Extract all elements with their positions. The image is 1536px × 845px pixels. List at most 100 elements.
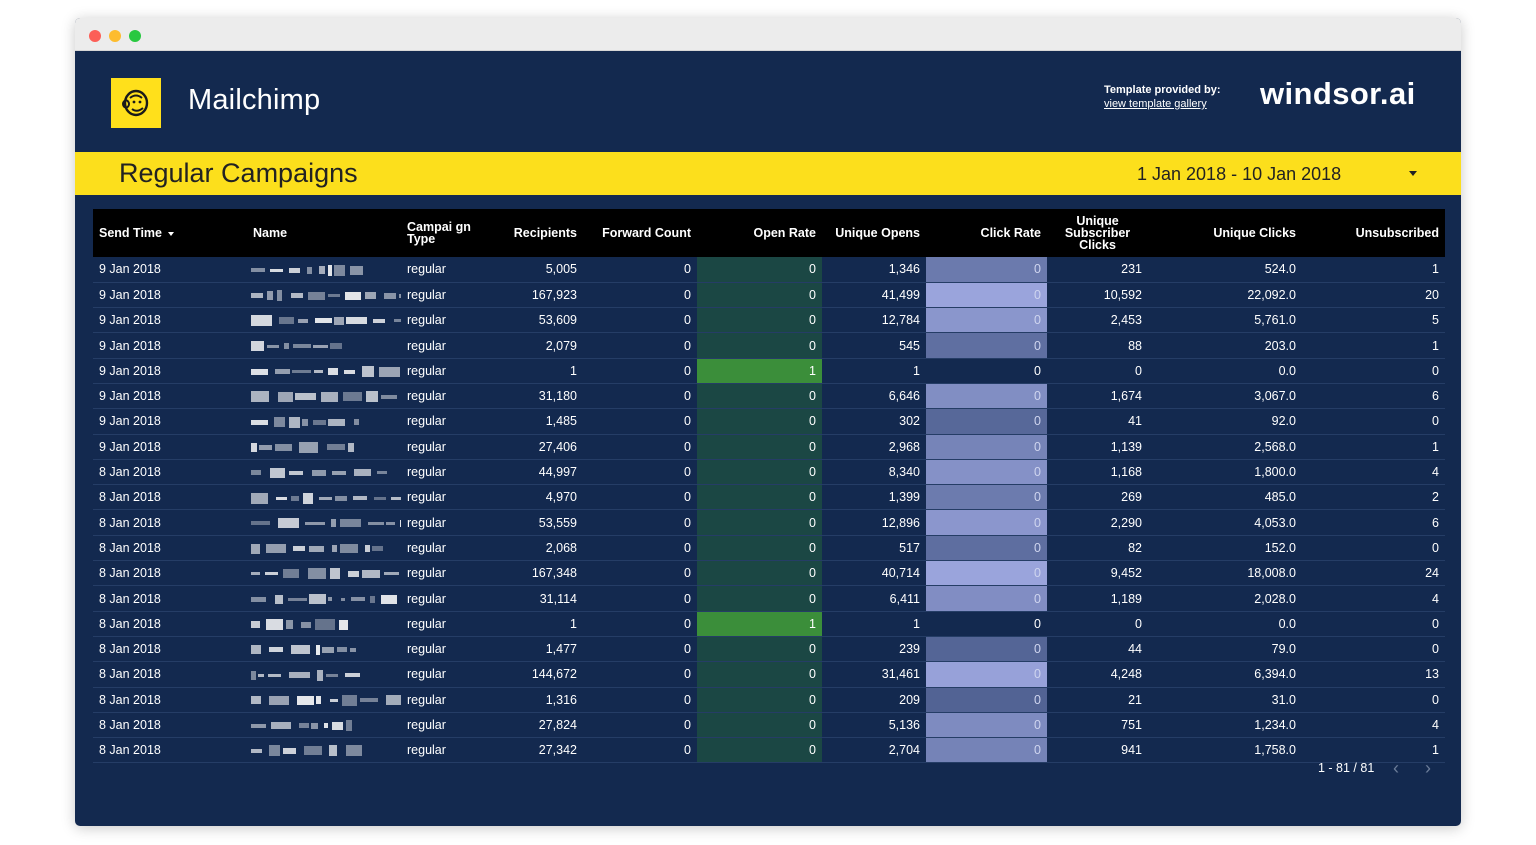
app-title: Mailchimp <box>188 84 321 116</box>
redaction-block <box>384 572 399 576</box>
prev-page-icon[interactable]: ‹ <box>1393 758 1399 778</box>
cell-unique-opens: 8,340 <box>822 459 926 486</box>
table-row[interactable]: 8 Jan 2018 regular 31,114 0 0 6,411 0 1,189 2,02… <box>93 585 1445 612</box>
redaction-block <box>399 293 401 298</box>
col-header-recipients[interactable]: Recipients <box>481 209 583 257</box>
cell-click-rate: 0 <box>926 636 1047 663</box>
cell-click-rate: 0 <box>926 535 1047 562</box>
table-row[interactable]: 8 Jan 2018 regular 1,477 0 0 239 0 44 79.0 0 <box>93 636 1445 663</box>
table-row[interactable]: 8 Jan 2018 regular 4,970 0 0 1,399 0 269 485.0 2 <box>93 484 1445 511</box>
col-header-forward-count[interactable]: Forward Count <box>583 209 697 257</box>
cell-unique-clicks: 1,758.0 <box>1148 737 1302 764</box>
cell-campaign-type: regular <box>401 257 481 283</box>
table-row[interactable]: 8 Jan 2018 regular 44,997 0 0 8,340 0 1,168 1,80… <box>93 459 1445 486</box>
cell-name-redacted <box>247 661 401 688</box>
table-row[interactable]: 8 Jan 2018 regular 144,672 0 0 31,461 0 4,248 6,… <box>93 661 1445 688</box>
cell-unsubscribed: 1 <box>1302 434 1445 460</box>
cell-unique-subscriber-clicks: 751 <box>1047 712 1148 739</box>
col-header-send-time[interactable]: Send Time <box>93 209 247 257</box>
cell-unique-clicks: 79.0 <box>1148 636 1302 663</box>
chevron-down-icon[interactable] <box>1409 171 1417 176</box>
redaction-block <box>327 444 345 451</box>
redaction-block <box>291 495 299 501</box>
cell-unique-subscriber-clicks: 9,452 <box>1047 560 1148 587</box>
minimize-window-button[interactable] <box>109 30 121 42</box>
redaction-block <box>251 572 260 576</box>
table-row[interactable]: 9 Jan 2018 regular 167,923 0 0 41,499 0 10,592 2… <box>93 282 1445 309</box>
redaction-block <box>251 621 260 628</box>
col-header-click-rate[interactable]: Click Rate <box>926 209 1047 257</box>
cell-name-redacted <box>247 484 401 511</box>
table-row[interactable]: 9 Jan 2018 regular 53,609 0 0 12,784 0 2,453 5,7… <box>93 307 1445 334</box>
col-header-campaign-type[interactable]: Campai gn Type <box>401 209 481 257</box>
redaction-block <box>346 720 352 732</box>
cell-unique-subscriber-clicks: 1,168 <box>1047 459 1148 486</box>
redacted-name <box>247 718 401 732</box>
cell-forward-count: 0 <box>583 307 697 334</box>
cell-unique-clicks: 18,008.0 <box>1148 560 1302 587</box>
sort-desc-icon[interactable] <box>167 231 174 236</box>
redaction-block <box>266 544 286 554</box>
close-window-button[interactable] <box>89 30 101 42</box>
table-row[interactable]: 9 Jan 2018 regular 2,079 0 0 545 0 88 203.0 1 <box>93 332 1445 359</box>
redaction-block <box>251 391 269 403</box>
cell-open-rate: 0 <box>697 560 822 587</box>
cell-send-time: 9 Jan 2018 <box>93 282 247 309</box>
cell-click-rate: 0 <box>926 257 1047 283</box>
cell-campaign-type: regular <box>401 585 481 612</box>
table-row[interactable]: 8 Jan 2018 regular 1 0 1 1 0 0 0.0 0 <box>93 611 1445 637</box>
cell-unique-opens: 31,461 <box>822 661 926 688</box>
redacted-name <box>247 566 401 580</box>
cell-unique-opens: 12,784 <box>822 307 926 334</box>
redacted-name <box>247 288 401 302</box>
table-row[interactable]: 8 Jan 2018 regular 1,316 0 0 209 0 21 31.0 0 <box>93 687 1445 713</box>
redaction-block <box>394 319 401 323</box>
col-header-open-rate[interactable]: Open Rate <box>697 209 822 257</box>
col-header-name[interactable]: Name <box>247 209 401 257</box>
cell-campaign-type: regular <box>401 687 481 713</box>
table-row[interactable]: 9 Jan 2018 regular 1 0 1 1 0 0 0.0 0 <box>93 358 1445 384</box>
cell-recipients: 1 <box>481 358 583 384</box>
view-template-gallery-link[interactable]: view template gallery <box>1104 98 1207 110</box>
date-range-selector[interactable]: 1 Jan 2018 - 10 Jan 2018 <box>1137 164 1342 184</box>
redaction-block <box>332 545 337 553</box>
cell-unique-clicks: 524.0 <box>1148 257 1302 283</box>
col-header-unique-subscriber-clicks[interactable]: Unique Subscriber Clicks <box>1047 209 1148 257</box>
table-row[interactable]: 8 Jan 2018 regular 53,559 0 0 12,896 0 2,290 4,0… <box>93 509 1445 536</box>
cell-recipients: 1 <box>481 611 583 637</box>
col-header-unsubscribed[interactable]: Unsubscribed <box>1302 209 1445 257</box>
next-page-icon[interactable]: › <box>1425 758 1431 778</box>
cell-campaign-type: regular <box>401 712 481 739</box>
cell-send-time: 8 Jan 2018 <box>93 737 247 764</box>
cell-open-rate: 0 <box>697 737 822 764</box>
maximize-window-button[interactable] <box>129 30 141 42</box>
cell-unique-subscriber-clicks: 41 <box>1047 408 1148 435</box>
redaction-block <box>299 441 318 453</box>
table-row[interactable]: 8 Jan 2018 regular 2,068 0 0 517 0 82 152.0 0 <box>93 535 1445 562</box>
redaction-block <box>332 470 346 475</box>
table-row[interactable]: 9 Jan 2018 regular 31,180 0 0 6,646 0 1,674 3,06… <box>93 383 1445 410</box>
redaction-block <box>315 318 332 324</box>
table-row[interactable]: 8 Jan 2018 regular 27,824 0 0 5,136 0 751 1,234.… <box>93 712 1445 739</box>
cell-unique-clicks: 2,568.0 <box>1148 434 1302 460</box>
col-header-unique-opens[interactable]: Unique Opens <box>822 209 926 257</box>
table-row[interactable]: 8 Jan 2018 regular 27,342 0 0 2,704 0 941 1,758.… <box>93 737 1445 764</box>
cell-name-redacted <box>247 459 401 486</box>
table-row[interactable]: 9 Jan 2018 regular 5,005 0 0 1,346 0 231 524.0 1 <box>93 257 1445 283</box>
table-row[interactable]: 9 Jan 2018 regular 27,406 0 0 2,968 0 1,139 2,56… <box>93 434 1445 460</box>
redaction-block <box>314 370 323 374</box>
cell-unsubscribed: 0 <box>1302 358 1445 384</box>
redaction-block <box>292 370 311 374</box>
cell-send-time: 9 Jan 2018 <box>93 257 247 283</box>
col-header-unique-clicks[interactable]: Unique Clicks <box>1148 209 1302 257</box>
redaction-block <box>331 519 336 528</box>
redacted-name <box>247 743 401 757</box>
windsor-logo[interactable]: windsor.ai <box>1260 76 1416 111</box>
cell-unique-subscriber-clicks: 88 <box>1047 332 1148 359</box>
cell-open-rate: 0 <box>697 383 822 410</box>
cell-unique-subscriber-clicks: 1,674 <box>1047 383 1148 410</box>
table-row[interactable]: 9 Jan 2018 regular 1,485 0 0 302 0 41 92.0 0 <box>93 408 1445 435</box>
redacted-name <box>247 414 401 428</box>
cell-send-time: 8 Jan 2018 <box>93 661 247 688</box>
table-row[interactable]: 8 Jan 2018 regular 167,348 0 0 40,714 0 9,452 18… <box>93 560 1445 587</box>
